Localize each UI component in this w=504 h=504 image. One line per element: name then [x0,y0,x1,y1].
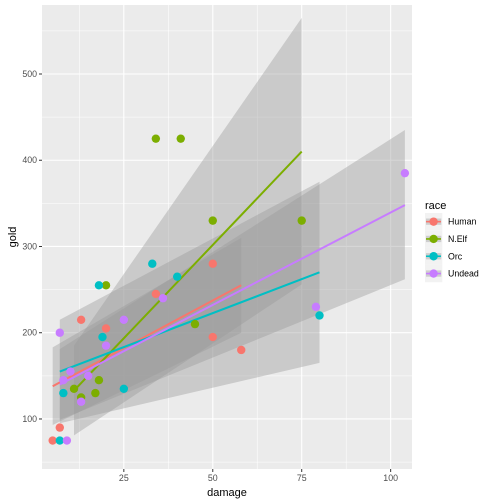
legend-point-swatch-orc [429,252,438,261]
data-point-undead [84,371,93,381]
data-point-nelf [190,319,200,329]
data-point-human [101,324,111,333]
fit-line-undead [59,204,406,386]
legend-point-swatch-human [429,217,438,226]
y-tick-label: 300 [22,241,37,251]
data-point-nelf [91,388,100,398]
data-point-human [208,332,217,342]
data-point-nelf [151,134,161,143]
data-point-human [48,436,57,445]
data-point-orc [148,259,157,268]
data-points [48,134,410,445]
data-point-undead [311,302,321,312]
fit-line-human [52,284,242,388]
data-point-human [237,345,246,355]
data-point-orc [59,388,68,398]
legend: race Human N.Elf Orc Undead [425,200,479,283]
confidence-band-undead [59,130,405,420]
x-tick-label: 75 [297,473,307,483]
y-tick-label: 400 [22,155,37,165]
legend-label-human: Human [448,217,476,227]
data-point-nelf [69,384,79,393]
minor-gridlines [42,5,412,469]
y-tick-label: 200 [22,328,37,338]
y-tick-label: 100 [22,414,37,424]
data-point-orc [119,384,129,393]
legend-title: race [425,200,446,212]
data-point-human [208,259,217,268]
data-point-orc [94,281,104,290]
data-point-undead [158,294,168,303]
data-point-human [151,289,161,299]
data-point-undead [400,168,410,178]
fit-line-orc [59,271,320,373]
legend-label-orc: Orc [448,251,463,261]
y-axis-title: gold [7,227,19,248]
data-point-undead [62,436,72,445]
data-point-orc [172,272,182,281]
data-point-nelf [208,216,217,225]
data-point-undead [101,341,111,350]
data-point-undead [59,375,68,385]
data-point-human [55,423,64,432]
data-point-nelf [176,134,185,143]
data-point-nelf [101,281,111,290]
x-axis-ticks: 25 50 75 100 [119,469,398,483]
data-point-undead [76,397,86,406]
x-tick-label: 100 [383,473,398,483]
data-point-nelf [297,216,306,225]
data-point-orc [55,436,64,445]
data-point-undead [55,328,64,337]
data-point-human [76,315,86,324]
legend-point-swatch-nelf [429,234,438,244]
x-axis-title: damage [207,487,247,499]
data-point-nelf [94,375,104,385]
data-point-orc [98,332,107,342]
x-tick-label: 25 [119,473,129,483]
legend-point-swatch-undead [429,269,438,278]
data-point-orc [315,311,324,320]
confidence-band-orc [59,181,320,424]
fit-lines [52,150,406,392]
major-gridlines [42,5,412,469]
data-point-undead [119,315,129,324]
y-axis-ticks: 100 200 300 400 500 [22,69,42,424]
legend-label-nelf: N.Elf [448,234,468,244]
legend-label-undead: Undead [448,269,479,279]
data-point-undead [66,367,75,376]
y-tick-label: 500 [22,69,37,79]
plot-panel [42,5,412,469]
x-tick-label: 50 [208,473,218,483]
